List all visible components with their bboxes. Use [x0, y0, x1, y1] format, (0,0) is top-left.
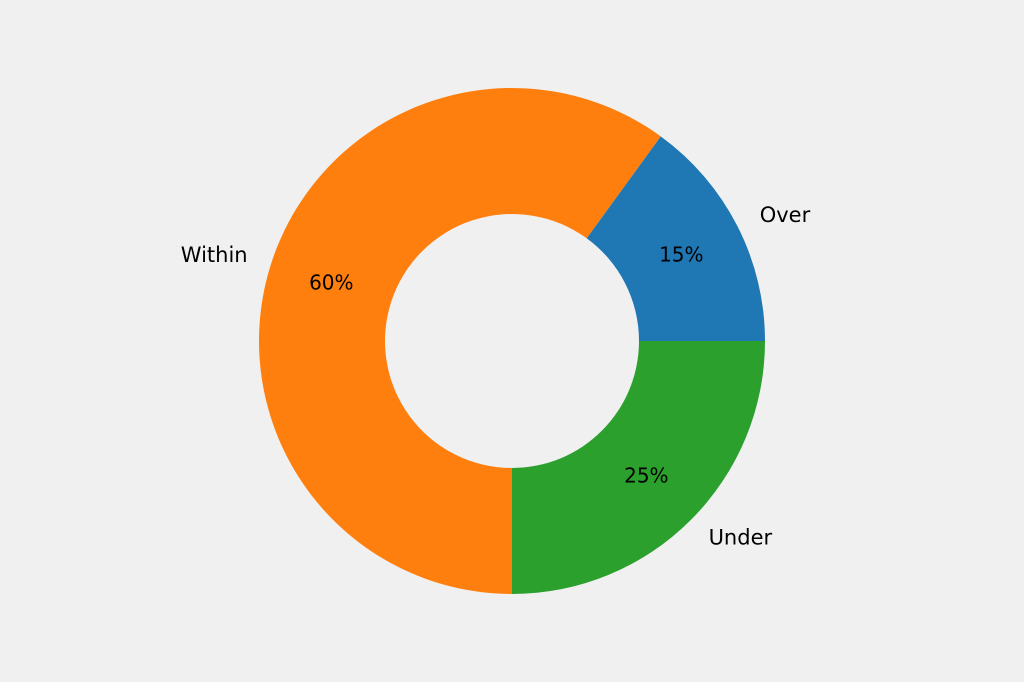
- pct-label-over: 15%: [659, 243, 703, 267]
- labels-layer: 15% Over 60% Within 25% Under: [181, 203, 811, 550]
- pct-label-under: 25%: [624, 463, 668, 487]
- category-label-over: Over: [760, 203, 811, 227]
- slice-under: [512, 341, 765, 594]
- category-label-within: Within: [181, 243, 248, 267]
- category-label-under: Under: [709, 526, 773, 550]
- slices-layer: [259, 88, 765, 595]
- pct-label-within: 60%: [309, 270, 353, 294]
- slice-within: [259, 88, 661, 595]
- slice-over: [586, 136, 765, 341]
